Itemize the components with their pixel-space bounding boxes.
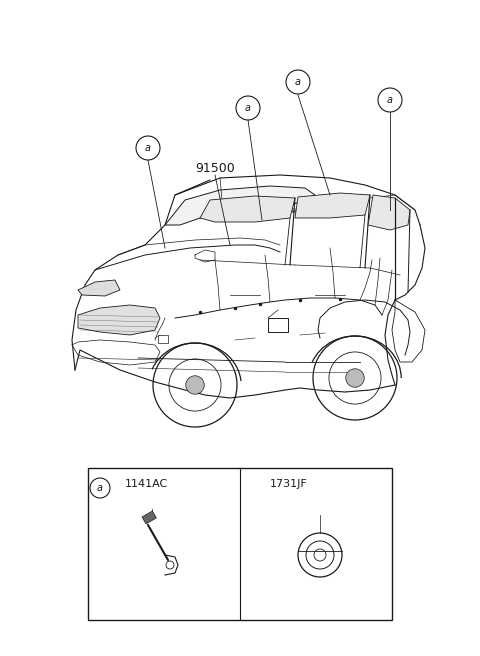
Text: 1141AC: 1141AC (125, 479, 168, 489)
Circle shape (236, 96, 260, 120)
Circle shape (286, 70, 310, 94)
Text: a: a (295, 77, 301, 87)
Bar (158, 335, 168, 343)
Text: a: a (245, 103, 251, 113)
Circle shape (136, 136, 160, 160)
Bar (268, 318, 288, 332)
Text: a: a (97, 483, 103, 493)
Bar (142, 511, 156, 524)
Text: 91500: 91500 (195, 161, 235, 174)
Circle shape (346, 369, 364, 387)
Text: a: a (145, 143, 151, 153)
Circle shape (90, 478, 110, 498)
Circle shape (186, 376, 204, 394)
Text: 1731JF: 1731JF (270, 479, 308, 489)
Polygon shape (200, 196, 295, 222)
Polygon shape (165, 186, 315, 225)
Polygon shape (295, 193, 370, 218)
Text: a: a (387, 95, 393, 105)
Polygon shape (78, 280, 120, 296)
Polygon shape (78, 305, 160, 335)
Circle shape (378, 88, 402, 112)
Bar (88, 468, 392, 620)
Polygon shape (368, 195, 410, 230)
